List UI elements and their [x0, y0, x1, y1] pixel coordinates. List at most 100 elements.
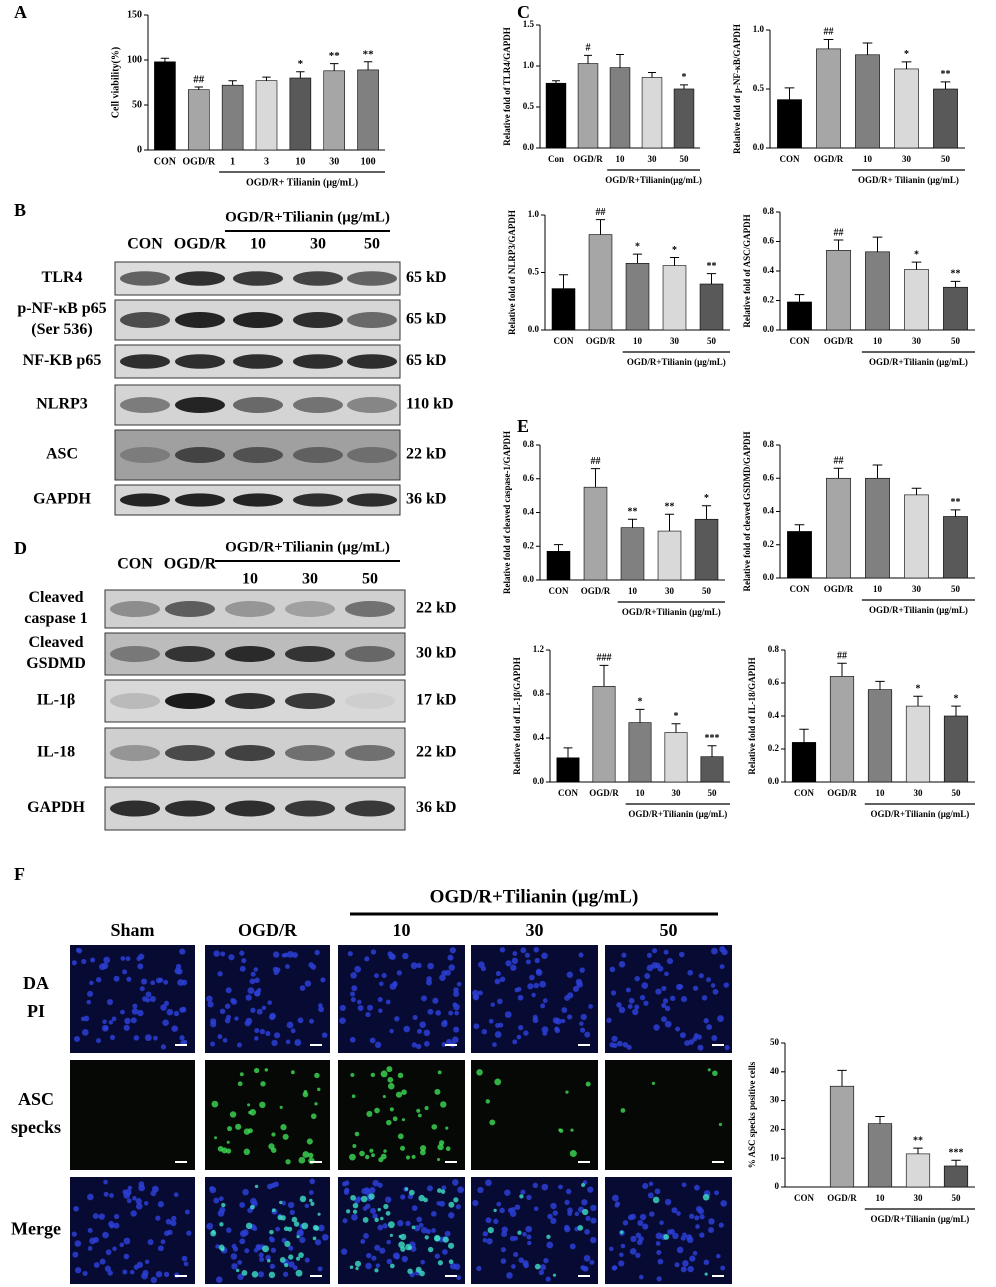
x-tick-label: OGD/R	[589, 788, 619, 798]
nucleus	[71, 960, 77, 966]
nucleus	[621, 952, 627, 958]
nucleus	[363, 1233, 369, 1239]
nucleus	[254, 1036, 259, 1041]
nucleus	[288, 1245, 294, 1251]
asc-speck	[302, 1151, 310, 1158]
group-label: OGD/R+Tilianin (μg/mL)	[225, 209, 390, 225]
nucleus	[706, 977, 711, 983]
nucleus	[664, 1020, 672, 1028]
nucleus	[448, 1010, 454, 1016]
asc-speck	[369, 1148, 374, 1153]
asc-speck	[247, 1103, 251, 1107]
error-bar	[837, 1069, 847, 1087]
nucleus	[374, 1041, 382, 1049]
x-tick-label: 30	[665, 586, 675, 596]
x-tick-label: 10	[616, 154, 626, 164]
nucleus	[657, 1258, 664, 1265]
asc-speck	[395, 1091, 403, 1098]
x-tick-label: Con	[548, 154, 564, 164]
nucleus	[618, 1006, 626, 1014]
nucleus	[253, 967, 259, 972]
blot-band	[165, 601, 215, 617]
nucleus	[535, 969, 543, 976]
nucleus	[163, 1271, 170, 1278]
nucleus	[416, 1043, 422, 1050]
significance-mark: *	[635, 241, 640, 252]
nucleus	[692, 985, 699, 991]
nucleus	[476, 1265, 482, 1272]
y-tick-label: 0.8	[763, 439, 775, 449]
nucleus	[286, 1021, 294, 1029]
y-axis-label: Relative fold of ASC/GAPDH	[742, 214, 752, 327]
nucleus	[478, 990, 483, 996]
asc-speck	[408, 1189, 415, 1196]
bar	[657, 530, 682, 581]
nucleus	[179, 948, 186, 955]
nucleus	[628, 997, 635, 1004]
nucleus	[252, 1226, 258, 1232]
y-tick-label: 0.6	[768, 677, 780, 687]
row-label: PI	[27, 1001, 45, 1021]
nucleus	[618, 961, 626, 968]
asc-speck	[424, 1106, 429, 1111]
nucleus	[646, 964, 654, 972]
nucleus	[529, 974, 535, 981]
nucleus	[494, 1031, 502, 1038]
nucleus	[105, 1249, 112, 1256]
nucleus	[108, 1020, 114, 1025]
nucleus	[680, 996, 688, 1003]
nucleus	[655, 988, 662, 995]
asc-speck	[249, 1109, 257, 1116]
nucleus	[697, 1044, 704, 1051]
nucleus	[693, 1033, 699, 1039]
blot-band	[233, 354, 283, 369]
nucleus	[170, 1220, 177, 1227]
nucleus	[95, 977, 102, 983]
asc-speck	[437, 1070, 442, 1075]
nucleus	[76, 948, 83, 954]
nucleus	[432, 997, 439, 1004]
error-bar	[950, 280, 961, 288]
nucleus	[540, 1003, 546, 1009]
asc-speck	[416, 1108, 421, 1113]
blot-band	[233, 271, 283, 286]
nucleus	[717, 1015, 724, 1022]
nucleus	[655, 1241, 661, 1246]
asc-speck	[225, 1148, 232, 1154]
nucleus	[510, 964, 517, 971]
bar	[694, 518, 719, 581]
nucleus	[288, 1261, 295, 1268]
asc-speck	[387, 1076, 394, 1083]
nucleus	[287, 951, 294, 958]
nucleus	[273, 970, 279, 976]
nucleus	[520, 947, 527, 954]
error-bar	[599, 664, 609, 687]
error-bar	[635, 708, 645, 723]
asc-speck	[264, 1068, 269, 1072]
asc-speck	[279, 1105, 283, 1109]
error-bar	[648, 72, 656, 78]
nucleus	[579, 1021, 584, 1026]
nucleus	[125, 956, 131, 962]
nucleus	[661, 1003, 667, 1009]
x-tick-label: OGD/R	[586, 336, 616, 346]
nucleus	[649, 1211, 655, 1217]
asc-speck	[418, 1194, 425, 1202]
bar	[588, 234, 613, 331]
asc-speck	[314, 1225, 320, 1231]
row-label: p-NF-κB p65	[17, 300, 106, 317]
bar	[289, 77, 312, 151]
nucleus	[162, 1019, 169, 1027]
bar	[791, 742, 817, 783]
nucleus	[99, 1258, 106, 1265]
asc-speck	[399, 1233, 407, 1241]
nucleus	[565, 1188, 572, 1195]
nucleus	[401, 1255, 408, 1263]
bar	[592, 685, 616, 783]
size-label: 36 kD	[406, 491, 446, 508]
significance-mark: *	[674, 711, 679, 722]
y-tick-label: 0.0	[768, 776, 780, 786]
nucleus	[667, 1229, 673, 1235]
asc-speck	[284, 1263, 289, 1268]
nucleus	[210, 1021, 217, 1028]
